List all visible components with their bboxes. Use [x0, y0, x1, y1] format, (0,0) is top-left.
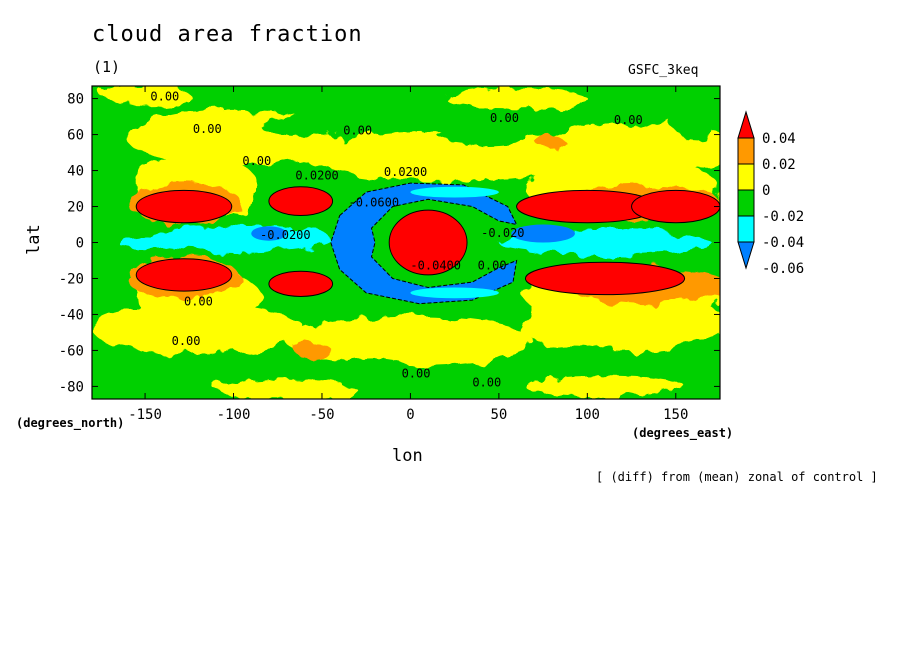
green-patch	[339, 359, 411, 378]
contour-label: 0.00	[343, 124, 372, 138]
anomaly-region-0.04	[631, 189, 720, 224]
green-patch	[530, 345, 609, 364]
cyan-edge	[410, 287, 499, 299]
y-axis-ticks: -80 -60 -40 -20 0 20 40 60 80	[59, 92, 720, 395]
x-tick-label: 150	[663, 407, 688, 423]
contour-label: 0.00	[184, 294, 213, 308]
x-tick-label: -50	[309, 407, 334, 423]
anomaly-region-0.04	[388, 209, 468, 276]
contour-label: 0.00	[402, 366, 431, 380]
y-tick-label: -80	[59, 379, 84, 395]
yellow-zone	[286, 316, 535, 367]
footer-note: [ (diff) from (mean) zonal of control ]	[596, 470, 878, 484]
contour-field	[92, 86, 720, 399]
x-tick-label: -150	[128, 407, 162, 423]
panel-number: (1)	[93, 58, 121, 76]
contour-label: 0.00	[193, 122, 222, 136]
contour-labels: 0.00 0.00 0.00 0.0200 0.00 0.0200 -0.0600 -0.02…	[150, 89, 642, 389]
colorbar-segment	[737, 189, 755, 217]
orange-zone	[295, 341, 331, 360]
anomaly-region-0.04	[268, 186, 334, 217]
yellow-zone	[100, 86, 190, 106]
y-tick-label: -40	[59, 307, 84, 323]
colorbar-bottom-arrow	[737, 241, 755, 270]
x-tick-label: 0	[406, 407, 414, 423]
y-tick-label: -20	[59, 271, 84, 287]
cyan-zone	[118, 235, 172, 250]
contour-label: 0.00	[478, 258, 507, 272]
green-patch	[260, 114, 349, 137]
yellow-zone	[525, 375, 685, 398]
yellow-zone	[215, 379, 358, 399]
model-name: GSFC_3keq	[628, 63, 699, 78]
colorbar-label: -0.02	[762, 209, 804, 225]
x-axis-ticks: -150 -100 -50 0 50 100 150	[128, 86, 688, 423]
contour-label: 0.0200	[295, 169, 338, 183]
colorbar-label: 0	[762, 183, 770, 199]
orange-zone	[537, 136, 567, 151]
x-tick-label: 100	[575, 407, 600, 423]
yellow-zone	[445, 87, 588, 110]
cyan-edge	[410, 186, 499, 198]
colorbar-label: -0.04	[762, 235, 804, 251]
x-axis-label: lon	[392, 446, 423, 466]
contour-label: -0.0400	[410, 258, 461, 272]
colorbar-label: -0.06	[762, 261, 804, 277]
colorbar-label: 0.02	[762, 157, 796, 173]
chart-title: cloud area fraction	[92, 22, 363, 47]
contour-label: 0.00	[614, 113, 643, 127]
contour-label: 0.00	[150, 89, 179, 103]
y-tick-label: 0	[76, 236, 84, 252]
y-tick-label: 20	[67, 200, 84, 216]
y-tick-label: -60	[59, 343, 84, 359]
contour-label: 0.00	[472, 375, 501, 389]
contour-label: -0.020	[481, 226, 524, 240]
y-tick-label: 60	[67, 128, 84, 144]
anomaly-region-0.04	[135, 258, 233, 292]
contour-label: 0.00	[172, 334, 201, 348]
contour-label: 0.00	[490, 111, 519, 125]
contour-label: -0.0600	[349, 196, 400, 210]
y-tick-label: 40	[67, 164, 84, 180]
colorbar-top-arrow	[737, 110, 755, 139]
contour-label: -0.0200	[260, 228, 311, 242]
anomaly-region-0.04	[524, 261, 686, 296]
positive-anomaly-regions	[135, 186, 720, 297]
x-tick-label: 50	[490, 407, 507, 423]
colorbar-segment	[737, 163, 755, 191]
colorbar-segment	[737, 215, 755, 243]
yellow-zone	[92, 303, 305, 355]
yellow-zone	[304, 130, 588, 182]
green-patch	[106, 348, 149, 371]
green-patch	[672, 114, 715, 137]
blue-patch	[511, 224, 575, 243]
colorbar: 0.04 0.02 0 -0.02 -0.04 -0.06	[737, 110, 804, 277]
anomaly-region-0.04	[268, 270, 334, 297]
y-axis-units: (degrees_north)	[16, 416, 125, 430]
contour-label: 0.0200	[384, 165, 427, 179]
x-tick-label: -100	[217, 407, 251, 423]
blue-patch	[251, 226, 287, 241]
green-patch	[436, 125, 526, 144]
anomaly-region-0.04	[135, 189, 233, 224]
contour-label: 0.00	[242, 154, 271, 168]
blue-band-region	[330, 182, 518, 305]
equatorial-blue-band	[251, 182, 575, 305]
colorbar-label: 0.04	[762, 131, 796, 147]
colorbar-segment	[737, 137, 755, 165]
x-axis-units: (degrees_east)	[632, 426, 734, 440]
y-tick-label: 80	[67, 92, 84, 108]
